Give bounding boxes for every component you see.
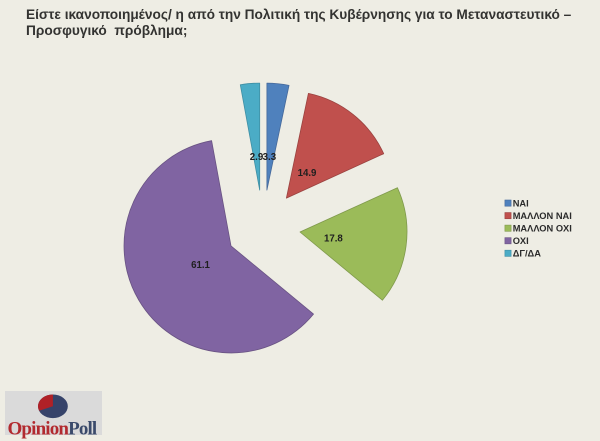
- svg-text:OpinionPoll: OpinionPoll: [8, 418, 97, 439]
- svg-text:ΜΑΛΛΟΝ ΟΧΙ: ΜΑΛΛΟΝ ΟΧΙ: [513, 224, 572, 234]
- svg-text:17.8: 17.8: [324, 233, 343, 244]
- svg-text:ΔΓ/ΔΑ: ΔΓ/ΔΑ: [513, 249, 542, 259]
- svg-text:2.9: 2.9: [250, 152, 264, 163]
- svg-text:3.3: 3.3: [263, 152, 277, 163]
- svg-text:61.1: 61.1: [191, 260, 210, 271]
- svg-text:14.9: 14.9: [298, 168, 317, 179]
- svg-text:ΟΧΙ: ΟΧΙ: [513, 236, 529, 246]
- svg-text:ΝΑΙ: ΝΑΙ: [513, 198, 529, 208]
- svg-text:ΜΑΛΛΟΝ ΝΑΙ: ΜΑΛΛΟΝ ΝΑΙ: [513, 211, 572, 221]
